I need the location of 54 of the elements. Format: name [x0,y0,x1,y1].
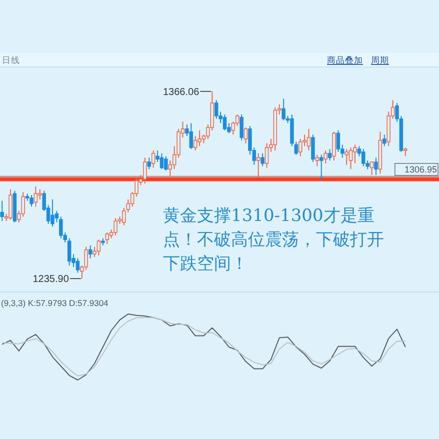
candlestick [336,130,340,152]
candlestick [96,239,101,256]
candlestick [214,100,218,120]
candlestick [147,157,152,170]
candlestick [344,148,348,166]
annotation: 黄金支撑1310-1300才是重点！不破高位震荡，下破打开下跌空间！ [163,205,385,276]
text: 日线 [2,55,20,65]
candlestick [260,152,264,167]
candlestick [50,198,54,228]
candlestick [298,138,302,157]
text: 商品叠加 [327,55,363,65]
candlestick [264,142,269,168]
candlestick [328,148,332,162]
candlestick [244,126,248,144]
candlestick [370,161,374,176]
candlestick [76,258,80,274]
candlestick [235,114,240,126]
candlestick [105,232,109,244]
candlestick [189,122,194,150]
text: 周期 [371,55,389,65]
chart-title: (9,3,3) K:57.9793 D:57.9304 [1,298,109,308]
candlestick [332,131,336,162]
candlestick [114,218,118,236]
candlestick [151,150,156,168]
annotation: 1235.90 [32,274,70,286]
candlestick [382,134,386,147]
candlestick [34,186,38,208]
candlestick [198,130,202,147]
candlestick [160,152,164,170]
candlestick [193,136,198,151]
candlestick [311,134,315,162]
candlestick [362,148,366,167]
candlestick [30,194,34,208]
candlestick [0,200,4,222]
candlestick [374,157,378,176]
candlestick [59,216,63,239]
candlestick [67,238,72,266]
candlestick [54,210,59,223]
candlestick [282,98,286,121]
candlestick [306,128,311,151]
ref-line-label: 1306.95 [404,164,437,174]
candlestick [143,157,147,184]
candlestick [256,152,260,178]
candlestick [315,154,320,167]
annotation: 1366.06 [162,86,200,98]
candlestick [324,150,328,164]
candlestick [8,188,12,220]
candlestick [348,147,353,170]
candlestick [240,114,244,141]
candlestick [222,114,227,131]
candlestick [88,244,92,259]
candlestick [38,188,42,200]
candlestick [164,156,168,172]
candlestick [320,154,324,182]
